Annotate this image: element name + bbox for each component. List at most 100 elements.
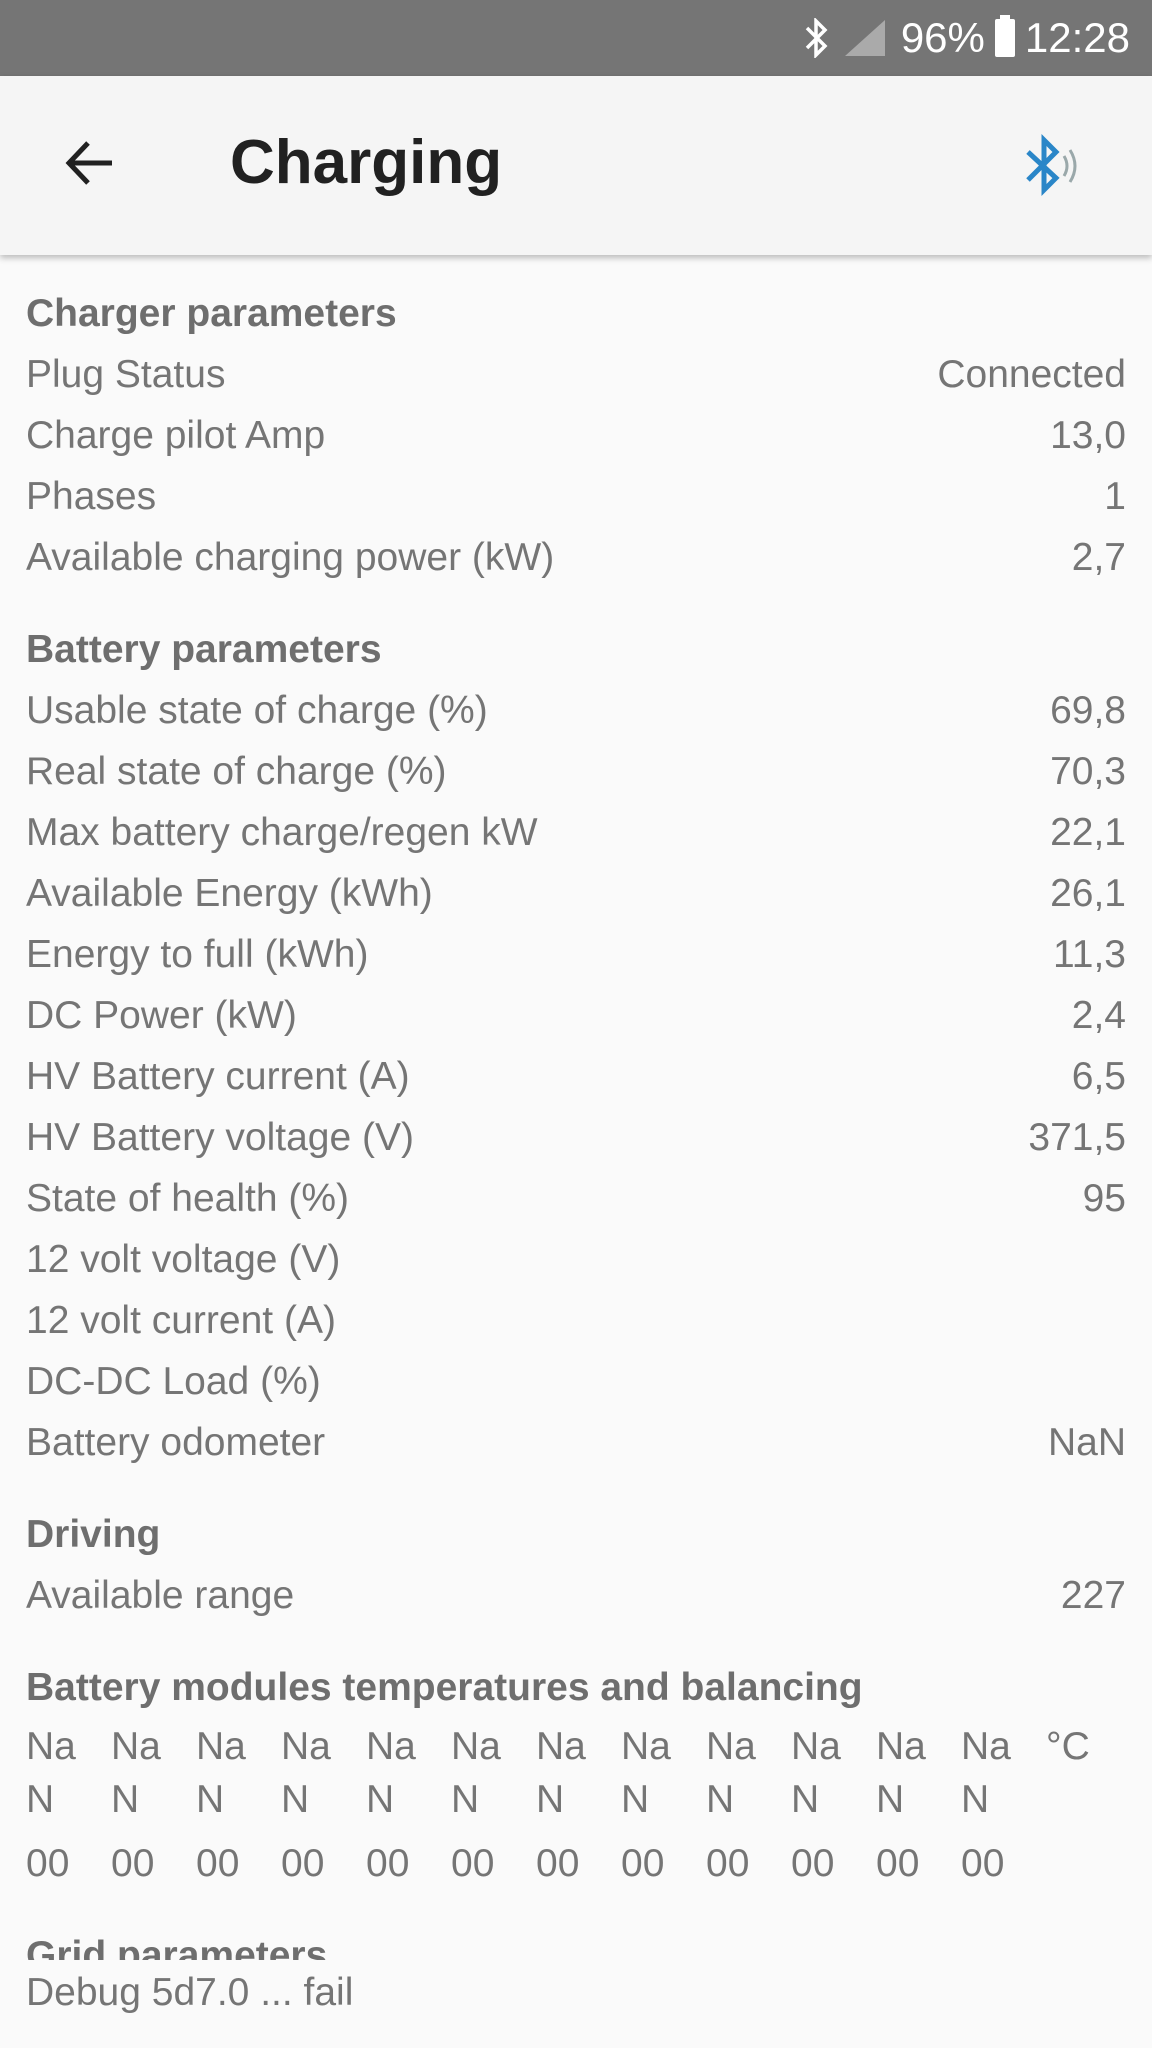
bluetooth-connected-icon[interactable] bbox=[1020, 126, 1100, 206]
temperature-unit: °C bbox=[1046, 1725, 1090, 1768]
param-label: Charge pilot Amp bbox=[26, 414, 326, 457]
back-arrow-icon[interactable] bbox=[58, 128, 128, 198]
param-row: Plug Status Connected bbox=[26, 344, 1126, 405]
param-value: 95 bbox=[1082, 1177, 1126, 1220]
param-row: Max battery charge/regen kW 22,1 bbox=[26, 802, 1126, 863]
module-temperature: NaN bbox=[281, 1725, 331, 1821]
param-value: 2,4 bbox=[1071, 994, 1126, 1037]
bluetooth-icon bbox=[805, 18, 828, 58]
module-cell: NaN 00 bbox=[281, 1720, 366, 1894]
signal-icon bbox=[844, 20, 885, 56]
module-balancing: 00 bbox=[536, 1842, 580, 1885]
param-row: Energy to full (kWh) 11,3 bbox=[26, 924, 1126, 985]
param-value: 6,5 bbox=[1071, 1055, 1126, 1098]
section-title: Driving bbox=[26, 1513, 161, 1556]
module-balancing: 00 bbox=[366, 1842, 410, 1885]
section-driving: Driving Available range 227 bbox=[26, 1504, 1126, 1626]
param-row: 12 volt current (A) bbox=[26, 1290, 1126, 1351]
battery-icon bbox=[994, 15, 1015, 57]
module-temperature: NaN bbox=[111, 1725, 161, 1821]
module-cell: NaN 00 bbox=[366, 1720, 451, 1894]
param-row: State of health (%) 95 bbox=[26, 1168, 1126, 1229]
param-value: 1 bbox=[1104, 475, 1126, 518]
module-temperature: NaN bbox=[876, 1725, 926, 1821]
module-balancing: 00 bbox=[26, 1842, 70, 1885]
param-label: DC-DC Load (%) bbox=[26, 1360, 321, 1403]
page-title: Charging bbox=[230, 128, 503, 197]
param-label: Phases bbox=[26, 475, 157, 518]
param-value: 22,1 bbox=[1050, 811, 1126, 854]
section-charger-parameters: Charger parameters Plug Status Connected Ch… bbox=[26, 283, 1126, 588]
module-cell: NaN 00 bbox=[621, 1720, 706, 1894]
module-cell: NaN 00 bbox=[876, 1720, 961, 1894]
section-title-grid: Grid parameters bbox=[26, 1934, 328, 1960]
module-cell: NaN 00 bbox=[196, 1720, 281, 1894]
param-row: Phases 1 bbox=[26, 466, 1126, 527]
param-value: 2,7 bbox=[1071, 536, 1126, 579]
debug-status: Debug 5d7.0 ... fail bbox=[26, 1971, 354, 2014]
param-value: NaN bbox=[1047, 1421, 1126, 1464]
module-temperature: NaN bbox=[26, 1725, 76, 1821]
param-label: Real state of charge (%) bbox=[26, 750, 447, 793]
param-label: Usable state of charge (%) bbox=[26, 689, 488, 732]
param-label: Available Energy (kWh) bbox=[26, 872, 433, 915]
param-value: 13,0 bbox=[1050, 414, 1126, 457]
module-cell: NaN 00 bbox=[706, 1720, 791, 1894]
param-label: Battery odometer bbox=[26, 1421, 326, 1464]
module-temperature: NaN bbox=[621, 1725, 671, 1821]
param-value: 26,1 bbox=[1050, 872, 1126, 915]
module-cell: NaN 00 bbox=[451, 1720, 536, 1894]
module-balancing: 00 bbox=[111, 1842, 155, 1885]
module-temperature: NaN bbox=[451, 1725, 501, 1821]
module-cell: NaN 00 bbox=[26, 1720, 111, 1894]
module-balancing: 00 bbox=[621, 1842, 665, 1885]
param-row: Charge pilot Amp 13,0 bbox=[26, 405, 1126, 466]
section-title: Battery modules temperatures and balanci… bbox=[26, 1666, 863, 1709]
module-temperature: NaN bbox=[536, 1725, 586, 1821]
param-label: 12 volt voltage (V) bbox=[26, 1238, 341, 1281]
status-bar: 96% 12:28 bbox=[0, 0, 1152, 76]
section-battery-modules: Battery modules temperatures and balanci… bbox=[26, 1657, 1126, 1894]
param-row: DC-DC Load (%) bbox=[26, 1351, 1126, 1412]
module-balancing: 00 bbox=[196, 1842, 240, 1885]
param-value: 70,3 bbox=[1050, 750, 1126, 793]
module-temperature: NaN bbox=[961, 1725, 1011, 1821]
param-label: Available range bbox=[26, 1574, 295, 1617]
module-balancing: 00 bbox=[791, 1842, 835, 1885]
param-row: Real state of charge (%) 70,3 bbox=[26, 741, 1126, 802]
param-row: Battery odometer NaN bbox=[26, 1412, 1126, 1473]
param-value: Connected bbox=[937, 353, 1126, 396]
battery-percent: 96% bbox=[900, 14, 985, 61]
param-value: 227 bbox=[1060, 1574, 1126, 1617]
module-temperature: NaN bbox=[366, 1725, 416, 1821]
param-row: Available range 227 bbox=[26, 1565, 1126, 1626]
param-row: Available Energy (kWh) 26,1 bbox=[26, 863, 1126, 924]
param-value: 69,8 bbox=[1050, 689, 1126, 732]
module-balancing: 00 bbox=[961, 1842, 1005, 1885]
param-label: HV Battery current (A) bbox=[26, 1055, 410, 1098]
param-label: State of health (%) bbox=[26, 1177, 350, 1220]
param-label: Available charging power (kW) bbox=[26, 536, 555, 579]
param-row: Available charging power (kW) 2,7 bbox=[26, 527, 1126, 588]
toolbar: Charging bbox=[0, 76, 1152, 255]
module-cell: NaN 00 bbox=[536, 1720, 621, 1894]
param-label: Energy to full (kWh) bbox=[26, 933, 369, 976]
param-row: 12 volt voltage (V) bbox=[26, 1229, 1126, 1290]
clock: 12:28 bbox=[1024, 14, 1130, 61]
param-row: HV Battery voltage (V) 371,5 bbox=[26, 1107, 1126, 1168]
module-cell: NaN 00 bbox=[111, 1720, 196, 1894]
section-title: Charger parameters bbox=[26, 292, 397, 335]
module-temperature: NaN bbox=[791, 1725, 841, 1821]
content[interactable]: Charger parameters Plug Status Connected Ch… bbox=[0, 255, 1152, 1960]
module-balancing: 00 bbox=[876, 1842, 920, 1885]
param-row: DC Power (kW) 2,4 bbox=[26, 985, 1126, 1046]
module-balancing: 00 bbox=[281, 1842, 325, 1885]
param-row: Usable state of charge (%) 69,8 bbox=[26, 680, 1126, 741]
param-label: 12 volt current (A) bbox=[26, 1299, 336, 1342]
section-title: Battery parameters bbox=[26, 628, 382, 671]
module-temperature: NaN bbox=[706, 1725, 756, 1821]
module-balancing: 00 bbox=[706, 1842, 750, 1885]
param-label: HV Battery voltage (V) bbox=[26, 1116, 414, 1159]
param-value: 11,3 bbox=[1052, 933, 1126, 976]
section-battery-parameters: Battery parameters Usable state of charge… bbox=[26, 619, 1126, 1473]
